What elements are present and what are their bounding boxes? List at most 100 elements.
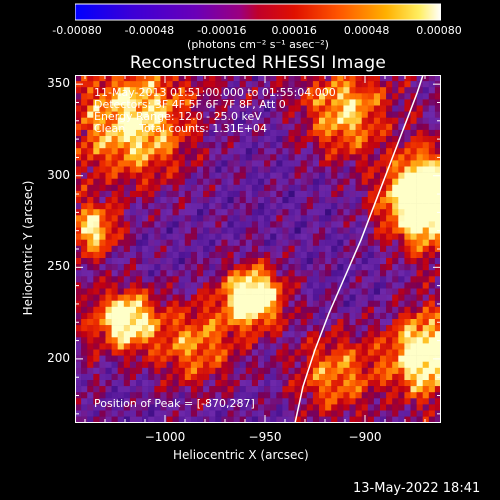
heatmap-cell xyxy=(319,410,326,417)
heatmap-cell xyxy=(172,166,179,173)
heatmap-cell xyxy=(233,227,240,234)
heatmap-cell xyxy=(105,111,112,118)
heatmap-cell xyxy=(319,75,326,82)
heatmap-cell xyxy=(294,166,301,173)
heatmap-cell xyxy=(148,154,155,161)
heatmap-cell xyxy=(404,160,411,167)
heatmap-cell xyxy=(184,288,192,295)
heatmap-cell xyxy=(233,111,240,118)
heatmap-cell xyxy=(392,184,399,192)
heatmap-cell xyxy=(276,75,283,82)
heatmap-cell xyxy=(227,184,234,192)
heatmap-cell xyxy=(325,343,332,350)
heatmap-cell xyxy=(428,349,436,356)
heatmap-cell xyxy=(367,148,375,155)
heatmap-cell xyxy=(251,355,259,362)
heatmap-cell xyxy=(178,105,186,112)
heatmap-cell xyxy=(325,245,332,253)
heatmap-cell xyxy=(160,282,167,289)
heatmap-cell xyxy=(93,404,100,411)
heatmap-cell xyxy=(386,239,393,247)
heatmap-cell xyxy=(99,105,106,112)
heatmap-cell xyxy=(276,325,283,332)
heatmap-cell xyxy=(215,197,222,204)
heatmap-cell xyxy=(105,276,112,283)
heatmap-cell xyxy=(184,325,192,332)
heatmap-cell xyxy=(416,416,423,423)
heatmap-cell xyxy=(416,142,423,149)
heatmap-cell xyxy=(331,172,338,179)
heatmap-cell xyxy=(392,337,399,344)
heatmap-cell xyxy=(410,312,417,320)
heatmap-cell xyxy=(221,233,228,240)
heatmap-cell xyxy=(410,123,417,131)
heatmap-cell xyxy=(325,111,332,118)
heatmap-cell xyxy=(398,123,405,131)
heatmap-cell xyxy=(410,81,417,88)
heatmap-cell xyxy=(258,343,265,350)
heatmap-cell xyxy=(343,398,350,405)
heatmap-cell xyxy=(367,245,375,253)
heatmap-cell xyxy=(233,251,240,259)
heatmap-cell xyxy=(105,312,112,320)
heatmap-cell xyxy=(197,111,204,118)
heatmap-cell xyxy=(355,380,362,387)
heatmap-cell xyxy=(312,129,320,137)
heatmap-cell xyxy=(111,148,118,155)
heatmap-cell xyxy=(398,380,405,387)
heatmap-cell xyxy=(209,276,216,283)
heatmap-cell xyxy=(75,367,82,375)
heatmap-cell xyxy=(99,331,106,338)
heatmap-cell xyxy=(227,276,234,283)
heatmap-cell xyxy=(343,331,350,338)
heatmap-cell xyxy=(172,203,179,210)
heatmap-cell xyxy=(337,300,344,308)
heatmap-cell xyxy=(154,398,161,405)
heatmap-cell xyxy=(190,319,198,326)
heatmap-cell xyxy=(343,197,350,204)
heatmap-cell xyxy=(221,154,228,161)
heatmap-cell xyxy=(331,209,338,216)
heatmap-cell xyxy=(404,148,411,155)
heatmap-cell xyxy=(404,264,411,271)
heatmap-cell xyxy=(282,325,289,332)
heatmap-cell xyxy=(300,239,308,247)
heatmap-cell xyxy=(166,258,173,265)
heatmap-cell xyxy=(251,75,259,82)
heatmap-cell xyxy=(276,172,283,179)
heatmap-cell xyxy=(178,251,186,259)
heatmap-cell xyxy=(81,319,88,326)
heatmap-cell xyxy=(239,178,247,186)
heatmap-cell xyxy=(294,276,301,283)
heatmap-cell xyxy=(288,93,295,100)
heatmap-cell xyxy=(392,258,399,265)
heatmap-cell xyxy=(105,282,112,289)
heatmap-cell xyxy=(343,319,350,326)
heatmap-cell xyxy=(93,276,100,283)
heatmap-cell xyxy=(81,392,88,399)
heatmap-cell xyxy=(422,99,430,106)
heatmap-cell xyxy=(117,306,125,314)
heatmap-cell xyxy=(343,178,350,186)
heatmap-cell xyxy=(221,160,228,167)
heatmap-cell xyxy=(190,99,198,106)
heatmap-cell xyxy=(203,410,210,417)
heatmap-cell xyxy=(373,239,381,247)
heatmap-cell xyxy=(93,203,100,210)
heatmap-cell xyxy=(203,380,210,387)
heatmap-cell xyxy=(172,410,179,417)
heatmap-cell xyxy=(373,325,381,332)
heatmap-cell xyxy=(160,239,167,247)
heatmap-cell xyxy=(123,190,131,198)
heatmap-cell xyxy=(227,154,234,161)
heatmap-cell xyxy=(355,148,362,155)
heatmap-cell xyxy=(148,245,155,253)
heatmap-cell xyxy=(380,276,387,283)
heatmap-cell xyxy=(129,203,137,210)
heatmap-cell xyxy=(428,245,436,253)
heatmap-cell xyxy=(398,325,405,332)
heatmap-cell xyxy=(319,184,326,192)
heatmap-cell xyxy=(129,227,137,234)
heatmap-cell xyxy=(270,264,277,271)
heatmap-cell xyxy=(306,172,314,179)
